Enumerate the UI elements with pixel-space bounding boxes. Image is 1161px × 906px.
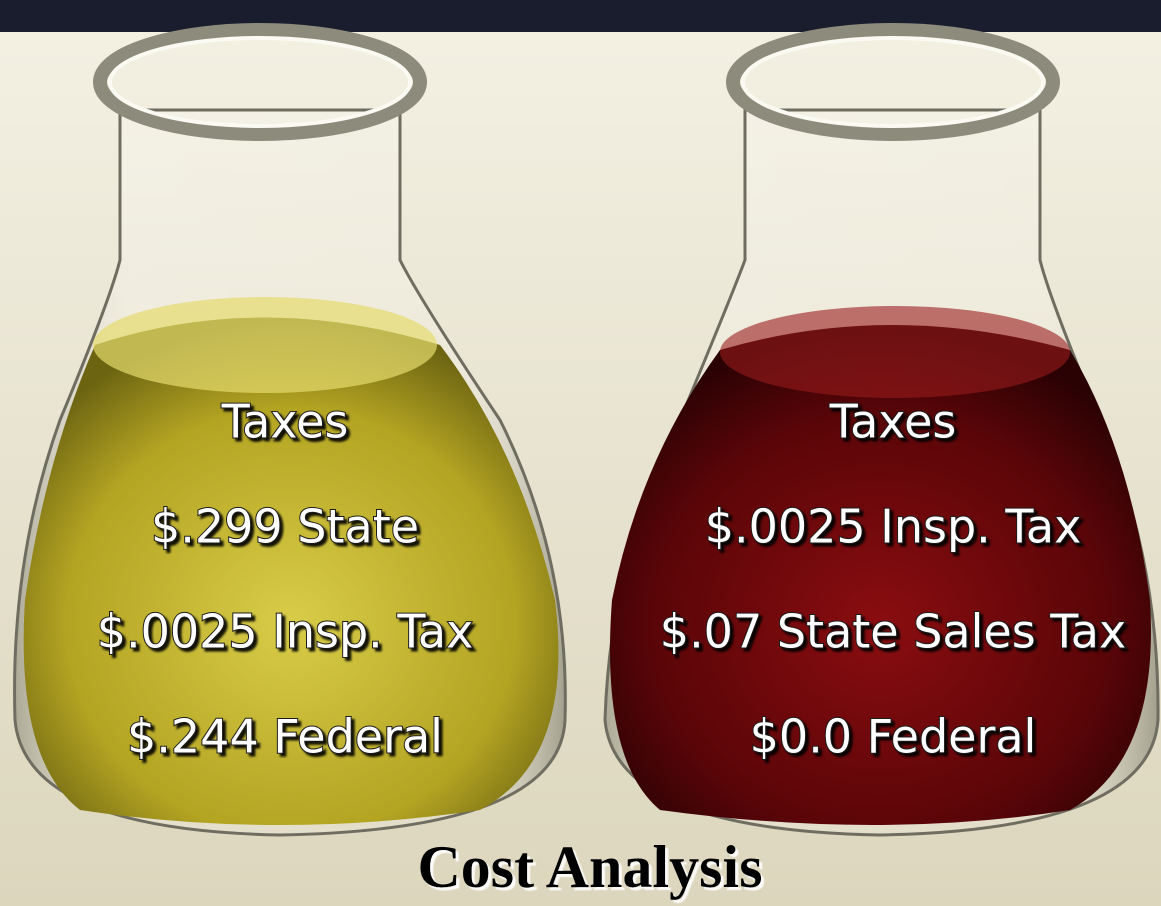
slide-title: Cost Analysis — [417, 834, 762, 900]
tax-line: $.244 Federal — [127, 710, 443, 764]
panel-heading: Taxes — [829, 395, 957, 449]
tax-line: $.299 State — [151, 500, 419, 554]
tax-line: $.07 State Sales Tax — [660, 605, 1126, 659]
top-band — [0, 0, 1161, 32]
slide: Taxes $.299 State $.0025 Insp. Tax $.244… — [0, 0, 1161, 906]
tax-line: $.0025 Insp. Tax — [705, 500, 1082, 554]
panel-heading: Taxes — [221, 395, 349, 449]
tax-line: $0.0 Federal — [750, 710, 1037, 764]
page: {"title": "Cost Analysis", "panels": [ {… — [0, 0, 1161, 906]
tax-line: $.0025 Insp. Tax — [97, 605, 474, 659]
